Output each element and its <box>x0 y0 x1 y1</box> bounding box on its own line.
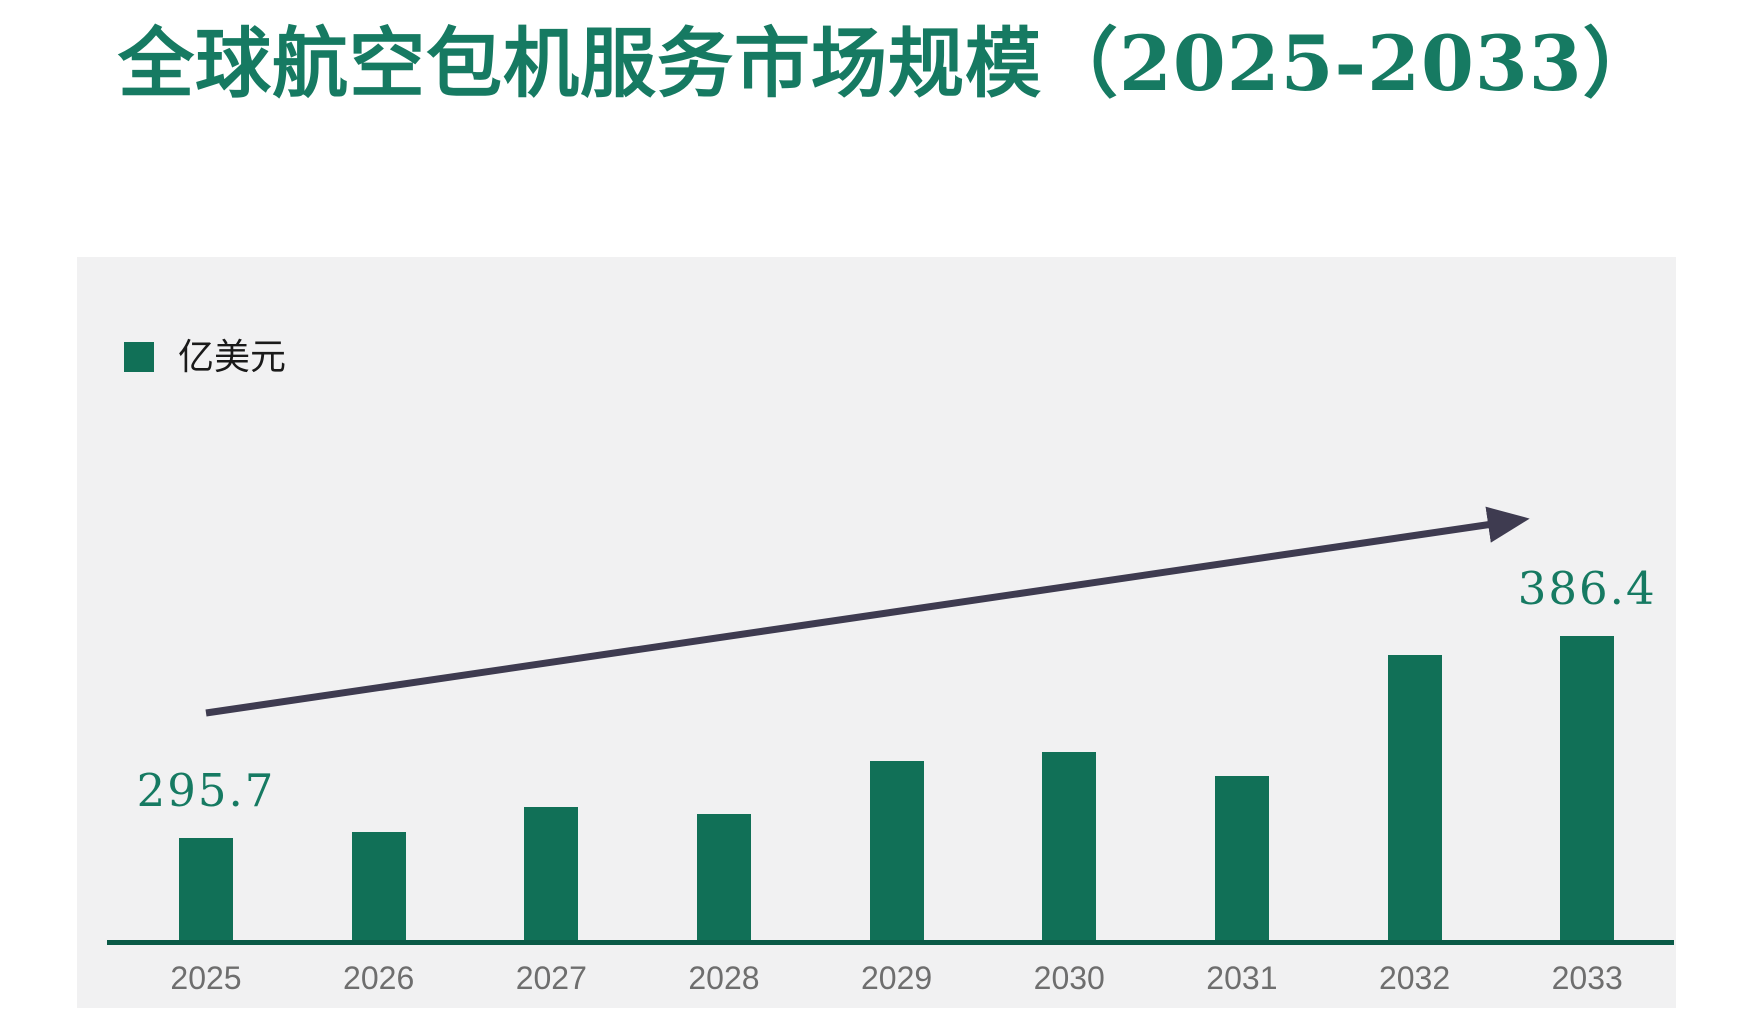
bar-2026 <box>351 832 406 940</box>
bar-2032 <box>1387 655 1442 940</box>
x-tick-label-2033: 2033 <box>1551 960 1623 996</box>
bar-2027 <box>524 807 579 940</box>
x-tick-label-2032: 2032 <box>1378 960 1451 996</box>
x-tick-label-2031: 2031 <box>1206 960 1278 996</box>
x-tick-label-2025: 2025 <box>170 960 242 996</box>
bar-2028 <box>696 814 751 940</box>
bar-2033 <box>1560 636 1615 940</box>
legend-swatch-icon <box>124 342 154 372</box>
x-tick-label-2029: 2029 <box>861 960 933 996</box>
bar-2029 <box>869 761 924 940</box>
x-tick-label-2027: 2027 <box>515 960 587 996</box>
bar-2025 <box>179 838 233 940</box>
bar-value-label-2025: 295.7 <box>136 763 276 817</box>
x-tick-label-2028: 2028 <box>688 960 760 996</box>
x-tick-label-2030: 2030 <box>1033 960 1105 996</box>
legend: 亿美元 <box>124 336 287 377</box>
legend-label: 亿美元 <box>178 336 287 377</box>
chart-title: 全球航空包机服务市场规模（2025-2033） <box>118 19 1660 108</box>
bar-2030 <box>1042 752 1097 940</box>
x-tick-label-2026: 2026 <box>343 960 415 996</box>
bar-value-label-2033: 386.4 <box>1517 561 1657 615</box>
x-axis-line <box>107 940 1674 945</box>
bar-2031 <box>1214 776 1269 940</box>
